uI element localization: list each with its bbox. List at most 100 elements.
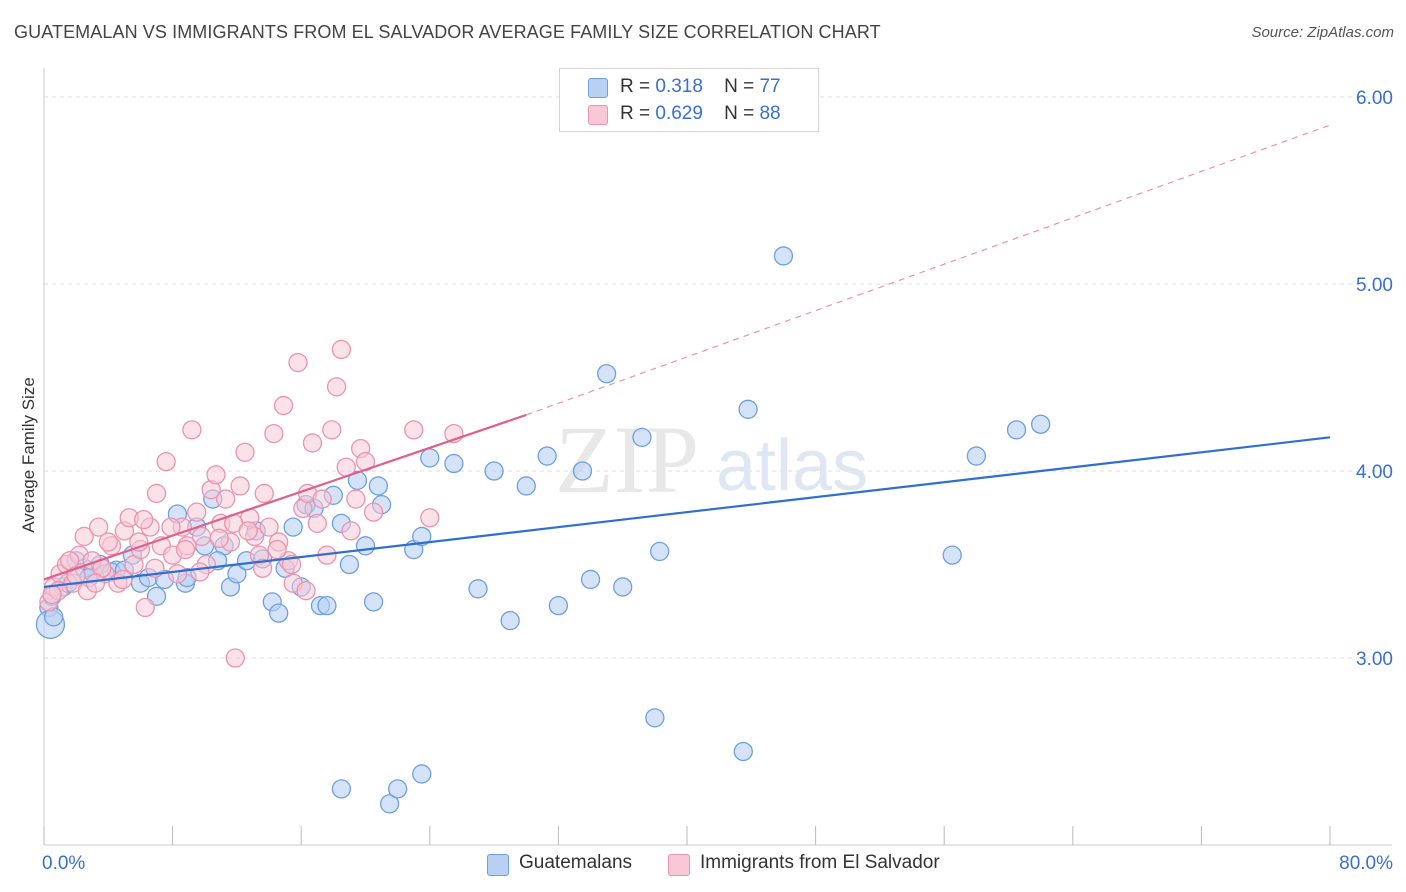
- data-point-el-salvador: [42, 584, 62, 605]
- data-point-guatemalans: [738, 399, 758, 419]
- y-tick-label: 3.00: [1356, 649, 1393, 670]
- data-point-el-salvador: [175, 539, 196, 560]
- data-point-guatemalans: [412, 764, 432, 784]
- data-point-el-salvador: [341, 521, 361, 541]
- trend-line-el-salvador-extension: [526, 124, 1331, 416]
- data-point-el-salvador: [98, 532, 118, 552]
- tick-labels: 3.00 4.00 5.00 6.00 0.0% 80.0%: [42, 88, 1393, 874]
- x-tick-label: 0.0%: [42, 853, 85, 874]
- data-point-el-salvador: [326, 377, 347, 397]
- axes: [43, 68, 1392, 846]
- data-point-guatemalans: [613, 577, 633, 597]
- data-point-guatemalans: [269, 603, 289, 623]
- data-point-guatemalans: [596, 364, 617, 384]
- grid-lines: [44, 96, 1392, 659]
- legend-r-value: 0.318: [655, 76, 703, 97]
- y-tick-label: 5.00: [1356, 275, 1393, 296]
- data-point-guatemalans: [363, 592, 384, 612]
- data-point-el-salvador: [281, 554, 302, 575]
- legend-n-label: N =: [724, 76, 755, 97]
- trend-line-guatemalans: [43, 436, 1331, 589]
- data-point-el-salvador: [146, 483, 167, 504]
- source-label: Source: ZipAtlas.com: [1251, 24, 1394, 41]
- data-point-el-salvador: [209, 528, 229, 548]
- data-point-guatemalans: [942, 545, 962, 565]
- data-point-el-salvador: [420, 508, 440, 528]
- data-point-el-salvador: [89, 517, 109, 537]
- data-point-el-salvador: [134, 509, 154, 530]
- legend-n-value: 77: [759, 76, 781, 97]
- data-point-guatemalans: [317, 595, 337, 616]
- data-point-guatemalans: [420, 448, 440, 468]
- data-point-el-salvador: [156, 451, 176, 472]
- data-point-el-salvador: [167, 564, 188, 584]
- data-point-el-salvador: [66, 566, 86, 586]
- y-tick-label: 4.00: [1356, 462, 1393, 483]
- data-point-guatemalans: [368, 476, 389, 496]
- legend-n-value: 88: [759, 103, 781, 124]
- data-point-el-salvador: [288, 352, 308, 373]
- data-point-guatemalans: [355, 536, 376, 556]
- data-point-el-salvador: [238, 521, 258, 541]
- bottom-legend-label: Immigrants from El Salvador: [700, 852, 940, 873]
- data-point-el-salvador: [363, 502, 384, 522]
- watermark: ZIP atlas: [555, 406, 868, 513]
- legend-r-value: 0.629: [655, 103, 703, 124]
- data-point-guatemalans: [468, 579, 488, 599]
- data-point-guatemalans: [773, 246, 794, 266]
- data-point-guatemalans: [632, 427, 652, 447]
- data-point-guatemalans: [283, 517, 303, 537]
- data-point-el-salvador: [135, 597, 155, 618]
- data-point-el-salvador: [346, 489, 366, 509]
- data-point-el-salvador: [74, 526, 94, 547]
- data-point-guatemalans: [537, 446, 557, 466]
- data-point-guatemalans: [1006, 420, 1027, 440]
- data-point-guatemalans: [500, 610, 520, 631]
- legend-r-label: R =: [620, 103, 651, 124]
- trend-line-el-salvador: [43, 413, 527, 581]
- chart-title: GUATEMALAN VS IMMIGRANTS FROM EL SALVADO…: [14, 22, 881, 42]
- data-point-el-salvador: [225, 648, 245, 668]
- data-point-el-salvador: [259, 517, 279, 537]
- data-point-guatemalans: [444, 453, 464, 474]
- data-point-el-salvador: [302, 433, 323, 453]
- data-point-guatemalans: [580, 569, 601, 590]
- data-point-guatemalans: [966, 446, 986, 466]
- data-point-el-salvador: [230, 476, 250, 496]
- data-point-guatemalans: [645, 708, 665, 728]
- legend-n-label: N =: [724, 103, 755, 124]
- data-point-el-salvador: [322, 420, 342, 440]
- data-point-guatemalans: [331, 779, 352, 799]
- y-axis-label: Average Family Size: [19, 377, 38, 533]
- data-point-el-salvador: [254, 483, 274, 504]
- data-point-guatemalans: [572, 461, 593, 481]
- data-point-guatemalans: [650, 541, 670, 562]
- data-point-guatemalans: [379, 794, 400, 814]
- data-point-el-salvador: [215, 489, 236, 509]
- legend-swatch-blue: [588, 78, 608, 98]
- data-point-el-salvador: [191, 526, 212, 547]
- data-point-el-salvador: [252, 558, 273, 578]
- data-point-el-salvador: [235, 442, 255, 462]
- data-point-guatemalans: [339, 554, 360, 575]
- data-point-guatemalans: [548, 595, 569, 616]
- watermark-atlas: atlas: [716, 426, 868, 506]
- trend-lines: [43, 124, 1331, 589]
- data-point-el-salvador: [190, 562, 210, 582]
- data-point-el-salvador: [206, 465, 226, 485]
- data-point-el-salvador: [404, 420, 424, 440]
- data-point-el-salvador: [182, 420, 202, 440]
- legend-swatch-pink: [588, 105, 608, 125]
- watermark-zip: ZIP: [555, 406, 699, 513]
- data-point-guatemalans: [516, 476, 536, 496]
- data-point-el-salvador: [307, 513, 327, 534]
- x-tick-label: 80.0%: [1339, 853, 1393, 874]
- data-point-guatemalans: [484, 461, 504, 481]
- series-el-salvador-points: [39, 339, 464, 668]
- data-point-el-salvador: [273, 395, 294, 416]
- data-point-guatemalans: [387, 779, 408, 799]
- y-tick-label: 6.00: [1356, 88, 1393, 109]
- data-point-guatemalans: [733, 741, 753, 762]
- bottom-legend-swatch-pink: [668, 854, 690, 876]
